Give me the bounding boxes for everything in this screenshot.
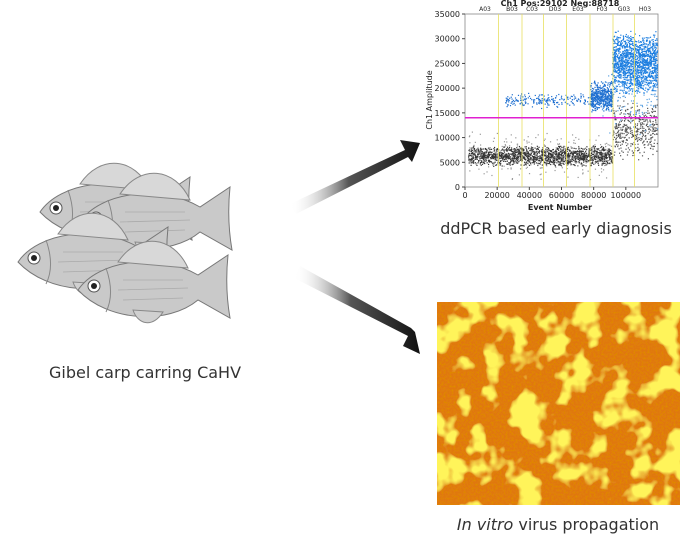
plot-title: Ch1 Pos:29102 Neg:88718	[501, 0, 620, 8]
well-label: E03	[572, 6, 584, 13]
well-label: C03	[526, 6, 538, 13]
y-tick-label: 20000	[435, 84, 460, 93]
x-tick-label: 80000	[581, 191, 606, 200]
well-label: D03	[549, 6, 561, 13]
x-tick-label: 100000	[611, 191, 642, 200]
fish-illustration	[17, 162, 233, 324]
fish-caption: Gibel carp carring CaHV	[49, 363, 241, 382]
ddpcr-plot: Ch1 Pos:29102 Neg:88718 Event Number Ch1…	[425, 0, 659, 212]
droplet-cloud	[468, 30, 659, 181]
x-axis-label: Event Number	[528, 203, 592, 212]
x-tick-label: 40000	[517, 191, 542, 200]
y-tick-label: 30000	[435, 35, 460, 44]
well-label: G03	[618, 6, 630, 13]
x-tick-label: 20000	[484, 191, 509, 200]
well-label: F03	[596, 6, 607, 13]
x-tick-label: 60000	[549, 191, 574, 200]
well-label: H03	[639, 6, 651, 13]
caption-italic: In vitro	[457, 515, 514, 534]
well-label: B03	[506, 6, 518, 13]
y-tick-label: 15000	[435, 109, 460, 118]
y-tick-label: 5000	[440, 158, 460, 167]
cell-culture-image	[437, 302, 680, 505]
ddpcr-caption: ddPCR based early diagnosis	[440, 219, 672, 238]
well-label: A03	[479, 6, 491, 13]
y-tick-label: 25000	[435, 59, 460, 68]
y-axis-label: Ch1 Amplitude	[425, 70, 434, 129]
y-tick-label: 35000	[435, 10, 460, 19]
x-tick-label: 0	[462, 191, 467, 200]
y-tick-label: 10000	[435, 134, 460, 143]
y-tick-label: 0	[455, 183, 460, 192]
caption-text: virus propagation	[518, 515, 659, 534]
culture-caption: In vitro virus propagation	[457, 515, 659, 534]
arrow	[294, 266, 420, 354]
arrow	[290, 140, 420, 214]
